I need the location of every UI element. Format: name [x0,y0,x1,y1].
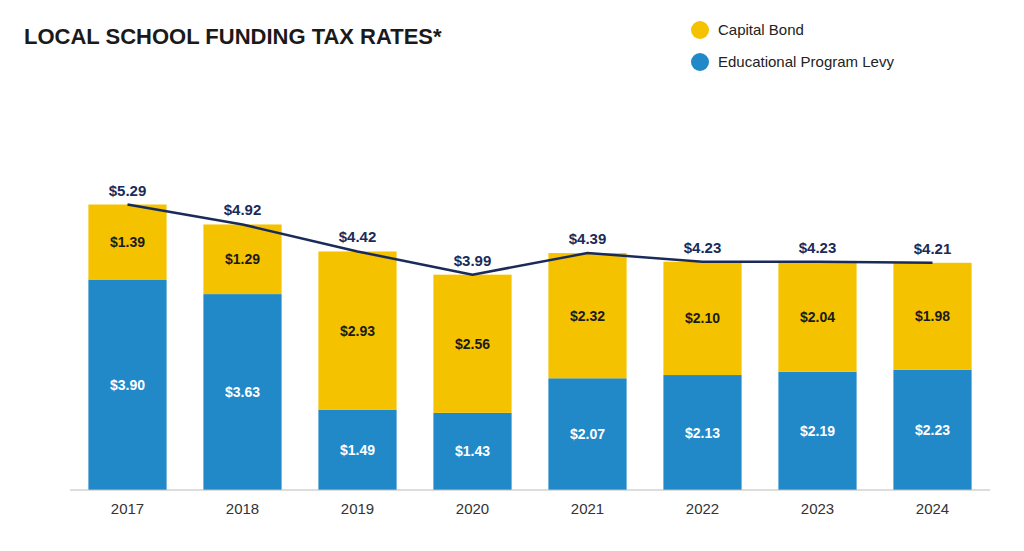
data-label: $4.23 [684,239,722,256]
bar-segment [203,224,281,294]
bar-segment [88,205,166,280]
data-label: $1.43 [455,443,490,459]
data-labels: $3.90 $3.63 $1.49 $1.43 $2.07 $2.13 $2.19 $2.23… [109,182,952,460]
data-label: $2.93 [340,323,375,339]
x-tick-label: 2020 [456,500,489,517]
chart: LOCAL SCHOOL FUNDING TAX RATES* $3.90 $3.6… [0,0,1024,551]
bar-segment [663,375,741,490]
data-label: $2.56 [455,336,490,352]
x-axis-line [70,490,990,491]
bar-segment [548,253,626,378]
data-label: $1.29 [225,251,260,267]
data-label: $4.21 [914,240,952,257]
bar-segment [893,263,971,370]
data-label: $2.07 [570,426,605,442]
plot-marks [88,205,971,490]
bar-segment [548,378,626,490]
legend-label: Capital Bond [718,21,804,38]
x-tick-label: 2021 [571,500,604,517]
x-tick-label: 2022 [686,500,719,517]
x-tick-label: 2018 [226,500,259,517]
data-label: $1.98 [915,308,950,324]
bar-segment [318,410,396,490]
data-label: $4.42 [339,228,377,245]
data-label: $2.23 [915,422,950,438]
data-label: $1.49 [340,442,375,458]
x-tick-label: 2023 [801,500,834,517]
data-label: $4.92 [224,201,262,218]
legend-swatch [691,53,709,71]
bar-segment [433,275,511,413]
data-label: $2.10 [685,310,720,326]
x-tick-label: 2017 [111,500,144,517]
data-label: $1.39 [110,234,145,250]
data-label: $5.29 [109,182,147,199]
data-label: $4.39 [569,230,607,247]
legend-label: Educational Program Levy [718,53,894,70]
bar-segment [318,251,396,409]
bar-segment [663,262,741,375]
data-label: $3.90 [110,377,145,393]
data-label: $4.23 [799,239,837,256]
legend-swatch [691,21,709,39]
x-tick-label: 2024 [916,500,949,517]
bar-segment [893,370,971,490]
x-tick-label: 2019 [341,500,374,517]
bar-segment [88,280,166,490]
title: LOCAL SCHOOL FUNDING TAX RATES* [24,24,442,49]
data-label: $2.19 [800,423,835,439]
data-label: $2.32 [570,308,605,324]
legend: Capital Bond Educational Program Levy [691,21,894,71]
bar-segment [778,262,856,372]
bar-segment [778,372,856,490]
data-label: $2.04 [800,309,835,325]
data-label: $3.99 [454,252,492,269]
data-label: $2.13 [685,425,720,441]
data-label: $3.63 [225,384,260,400]
bar-segment [203,294,281,490]
bar-segment [433,413,511,490]
